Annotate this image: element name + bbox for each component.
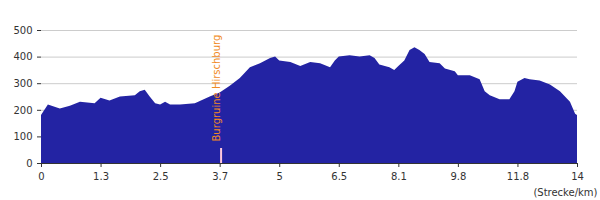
svg-text:2.5: 2.5 <box>153 171 169 182</box>
svg-text:Burgruine Hirschburg: Burgruine Hirschburg <box>211 35 222 142</box>
svg-text:100: 100 <box>13 131 32 142</box>
svg-text:400: 400 <box>13 51 32 62</box>
svg-text:500: 500 <box>13 25 32 36</box>
svg-text:9.8: 9.8 <box>450 171 466 182</box>
svg-text:0: 0 <box>26 158 32 169</box>
svg-text:200: 200 <box>13 105 32 116</box>
svg-text:8.1: 8.1 <box>391 171 407 182</box>
svg-text:0: 0 <box>38 171 44 182</box>
svg-text:5: 5 <box>277 171 283 182</box>
svg-text:300: 300 <box>13 78 32 89</box>
svg-text:14: 14 <box>571 171 584 182</box>
svg-text:1.3: 1.3 <box>93 171 109 182</box>
svg-text:3.7: 3.7 <box>212 171 228 182</box>
svg-text:6.5: 6.5 <box>331 171 347 182</box>
svg-text:(Strecke/km): (Strecke/km) <box>533 187 597 198</box>
svg-text:11.8: 11.8 <box>507 171 529 182</box>
